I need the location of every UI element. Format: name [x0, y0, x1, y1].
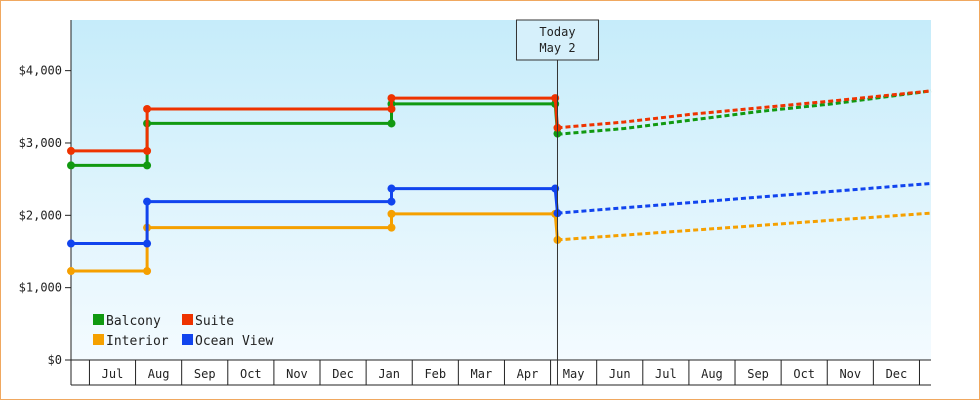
series-suite — [67, 89, 932, 155]
data-point — [143, 197, 152, 206]
data-point — [387, 94, 396, 103]
x-tick-label: Oct — [240, 367, 262, 381]
x-tick-label: Dec — [886, 367, 908, 381]
data-point — [387, 184, 396, 193]
today-label: May 2 — [539, 41, 575, 55]
legend-swatch — [93, 314, 104, 325]
data-point — [387, 104, 396, 113]
data-point — [387, 119, 396, 128]
x-tick-label: Jul — [655, 367, 677, 381]
y-tick-label: $4,000 — [19, 64, 62, 78]
x-tick-label: May — [563, 367, 585, 381]
legend: Balcony Suite Interior Ocean View — [93, 314, 273, 349]
legend-label: Interior — [106, 334, 169, 349]
data-point — [143, 239, 152, 248]
x-tick-label: Aug — [148, 367, 170, 381]
data-point — [143, 104, 152, 113]
legend-swatch — [182, 314, 193, 325]
x-tick-label: Feb — [424, 367, 446, 381]
x-tick-label: Apr — [517, 367, 539, 381]
today-box — [515, 19, 599, 61]
data-point — [67, 161, 75, 170]
y-tick-label: $3,000 — [19, 136, 62, 150]
x-tick-label: Nov — [839, 367, 861, 381]
series-forecast-line — [557, 89, 932, 130]
y-tick-label: $0 — [48, 353, 62, 367]
x-tick-label: Jan — [378, 367, 400, 381]
data-point — [143, 161, 152, 170]
y-tick-label: $2,000 — [19, 208, 62, 222]
today-marker: Today May 2 — [515, 19, 599, 385]
x-tick-label: Aug — [701, 367, 723, 381]
data-point — [387, 209, 396, 218]
legend-label: Suite — [195, 314, 234, 329]
legend-swatch — [182, 334, 193, 345]
today-label: Today — [539, 25, 575, 39]
data-point — [143, 267, 152, 276]
x-tick-label: Nov — [286, 367, 308, 381]
data-point — [387, 223, 396, 232]
x-tick-label: Sep — [747, 367, 769, 381]
series-forecast-line — [557, 182, 932, 215]
y-tick-label: $1,000 — [19, 281, 62, 295]
legend-label: Ocean View — [195, 334, 273, 349]
data-point — [387, 197, 396, 206]
x-tick-label: Oct — [793, 367, 815, 381]
data-point — [67, 267, 75, 276]
data-point — [67, 239, 75, 248]
x-tick-label: Sep — [194, 367, 216, 381]
series-forecast-line — [557, 211, 932, 242]
data-point — [143, 146, 152, 155]
legend-label: Balcony — [106, 314, 161, 329]
x-tick-label: Mar — [471, 367, 493, 381]
axes: $0 $1,000 $2,000 $3,000 $4,000 Jul Aug Sep Oct No… — [19, 20, 931, 386]
data-point — [67, 146, 75, 155]
x-tick-label: Jun — [609, 367, 631, 381]
series-layer — [67, 89, 932, 276]
x-tick-label: Dec — [332, 367, 354, 381]
legend-swatch — [93, 334, 104, 345]
x-tick-label: Jul — [102, 367, 124, 381]
series-forecast-line — [557, 89, 932, 136]
